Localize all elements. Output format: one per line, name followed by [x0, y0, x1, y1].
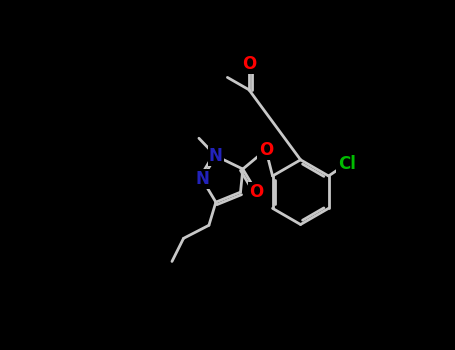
Text: N: N [195, 170, 209, 188]
Text: O: O [249, 183, 264, 201]
Text: Cl: Cl [338, 155, 356, 173]
Text: O: O [242, 55, 256, 72]
Text: O: O [259, 141, 273, 159]
Text: N: N [209, 147, 223, 165]
